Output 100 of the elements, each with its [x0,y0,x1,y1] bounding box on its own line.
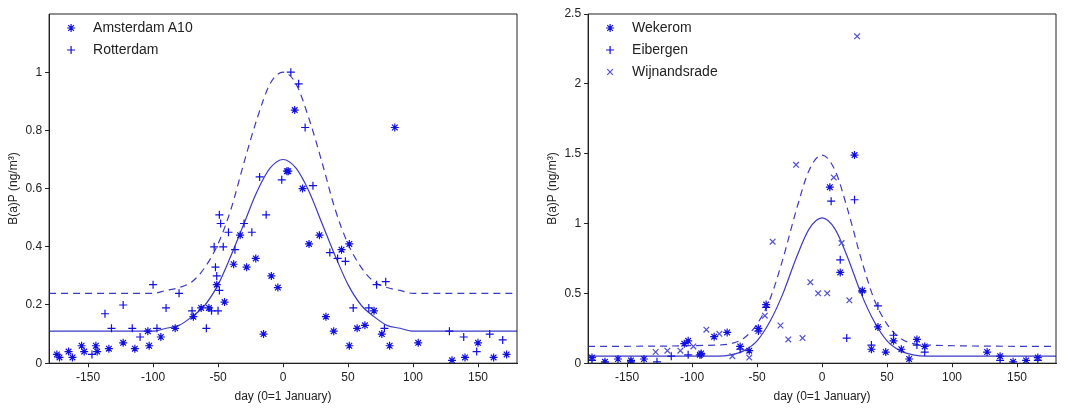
point [473,338,483,348]
point [344,341,354,351]
point [261,210,271,220]
point [360,320,370,330]
y-axis-title: B(a)P (ng/m³) [544,152,559,225]
point [67,352,78,362]
y-tick-label: 1 [35,64,43,79]
legend-label: Rotterdam [93,40,159,57]
point [835,267,845,278]
point [130,344,140,354]
y-tick-label: 2.5 [564,6,582,21]
x-tick-label: 50 [341,369,356,384]
point [258,329,269,339]
point [709,332,719,342]
point [904,354,914,364]
point [79,346,89,357]
legend-label: Amsterdam A10 [93,18,193,35]
x-tick-label: 0 [818,369,826,384]
point [896,344,906,354]
x-tick-label: 100 [942,369,963,384]
point [639,354,649,364]
point [118,338,128,348]
y-tick-label: 1 [574,215,582,230]
point [866,344,877,354]
point [502,349,512,360]
point [212,280,222,290]
x-tick-label: 50 [880,369,895,384]
y-tick-label: 0.2 [25,297,43,312]
point [63,346,74,357]
legend-label: Eibergen [632,40,689,57]
x-axis-title: day (0=1 January) [234,389,332,404]
x-axis-title: day (0=1 January) [773,389,871,404]
point [679,339,689,349]
point [377,329,387,339]
point [170,323,180,333]
y-tick-label: 0 [574,355,582,370]
point [144,341,154,351]
point [613,354,623,364]
x-tick-label: 100 [403,369,424,384]
x-tick-label: -150 [76,369,101,384]
point [329,326,339,336]
point [277,175,287,185]
point [321,312,331,322]
legend-label: Wijnandsrade [632,62,718,79]
point [728,352,736,360]
point [336,245,347,255]
point [1021,355,1031,364]
x-tick-label: -100 [680,369,705,384]
point [219,297,230,307]
point [156,332,166,342]
point [799,334,806,342]
point [273,282,283,293]
x-tick-label: -50 [748,369,767,384]
point [873,322,883,332]
point [235,230,245,240]
y-tick-label: 0.8 [25,122,43,137]
point [188,312,198,322]
point [823,289,831,297]
point [413,338,423,348]
y-tick-label: 2 [574,76,582,91]
point [744,346,754,356]
point [390,122,400,133]
point [761,312,769,320]
point [266,271,276,281]
point [489,352,499,362]
point [838,239,845,247]
legend-label: Wekerom [632,18,692,35]
point [784,336,792,343]
y-tick-label: 0 [35,355,43,370]
point [229,259,239,269]
x-tick-label: 0 [279,369,287,384]
point [385,341,395,351]
x-tick-label: -150 [615,369,640,384]
point [881,347,891,357]
y-tick-label: 0.5 [564,285,582,300]
x-tick-label: 150 [467,369,489,384]
y-axis-title: B(a)P (ng/m³) [5,152,20,225]
point [297,184,308,194]
point [995,351,1005,361]
point [104,344,114,354]
point [826,196,836,206]
point [251,253,261,264]
point [722,327,732,338]
x-tick-label: -50 [209,369,228,384]
point [853,32,861,40]
point [814,289,822,297]
point [652,357,662,364]
line-series [49,158,517,332]
point [806,278,814,286]
point [830,174,838,181]
point [849,150,860,160]
point [196,303,206,313]
y-tick-label: 1.5 [564,145,582,160]
point [792,161,800,169]
point [683,336,693,346]
point [447,355,457,364]
point [242,262,252,272]
y-tick-label: 0.4 [25,239,43,254]
point [652,348,660,356]
point [460,352,470,362]
